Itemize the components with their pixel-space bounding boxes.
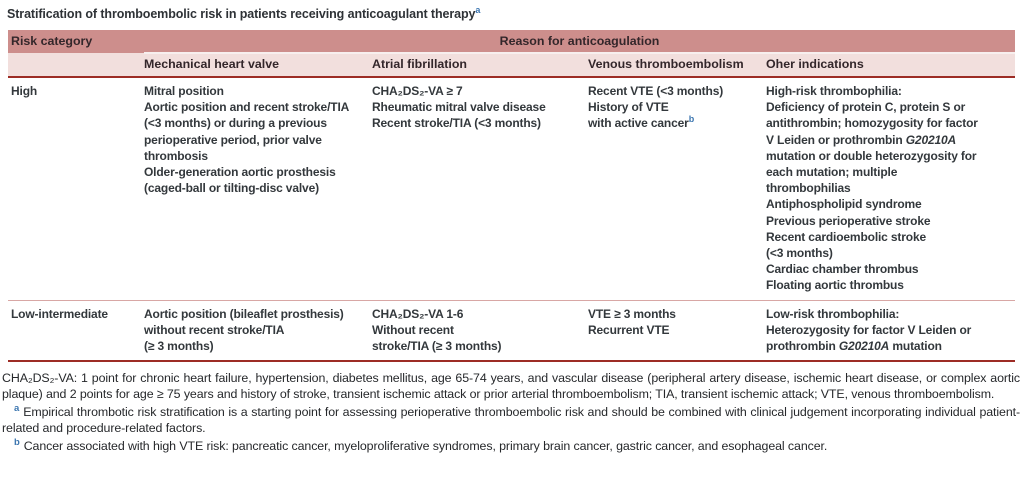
cell-line: Deficiency of protein C, protein S or [766, 100, 966, 115]
header-col-atrial-fibrillation: Atrial fibrillation [372, 57, 467, 71]
cell-line: V Leiden or prothrombin G20210A [766, 132, 957, 147]
risk-category-low-intermediate: Low-intermediate [11, 306, 108, 321]
paper-table-page: Stratification of thromboembolic risk in… [0, 4, 1022, 479]
cell-line: Low-risk thrombophilia: [766, 306, 900, 321]
risk-category-high: High [11, 84, 38, 98]
cell-line: History of VTE [588, 100, 669, 115]
footnote-ref: b [688, 114, 695, 125]
header-spacer-cell [8, 53, 144, 76]
cell-line: without recent stroke/TIA [144, 322, 285, 337]
cell-line: CHA₂DS₂-VA 1-6 [372, 306, 464, 321]
table-title: Stratification of thromboembolic risk in… [7, 4, 481, 21]
cell-high-other-indications: High-risk thrombophilia: Deficiency of pr… [766, 83, 1015, 294]
header-col-mechanical-heart-valve: Mechanical heart valve [144, 57, 279, 71]
cell-line: antithrombin; homozygosity for factor [766, 116, 978, 131]
cell-line: Heterozygosity for factor V Leiden or [766, 322, 972, 337]
cell-line: (<3 months) [766, 246, 833, 261]
footnote-a-text: Empirical thrombotic risk stratification… [2, 405, 1020, 436]
table-row-low-intermediate: Low-intermediate Aortic position (bileaf… [8, 300, 1015, 361]
table-header-columns-row: Mechanical heart valve Atrial fibrillati… [8, 53, 1015, 76]
cell-low-atrial-fibrillation: CHA₂DS₂-VA 1-6 Without recent stroke/TIA (… [372, 306, 588, 355]
header-col-venous-thromboembolism: Venous thromboembolism [588, 57, 744, 71]
risk-stratification-table: Risk category Reason for anticoagulation… [8, 30, 1015, 363]
cell-low-venous-thromboembolism: VTE ≥ 3 months Recurrent VTE [588, 306, 766, 355]
cell-line: (<3 months) or during a previous [144, 116, 327, 131]
cell-high-mechanical-heart-valve: Mitral position Aortic position and recen… [144, 83, 372, 294]
footnote-a: a Empirical thrombotic risk stratificatio… [2, 404, 1020, 436]
cell-line: Cardiac chamber thrombus [766, 262, 919, 277]
cell-high-venous-thromboembolism: Recent VTE (<3 months) History of VTE with… [588, 83, 766, 294]
cell-line: CHA₂DS₂-VA ≥ 7 [372, 84, 463, 98]
footnote-ref: a [475, 4, 481, 15]
footnote-a-marker: a [14, 403, 20, 415]
cell-line: Rheumatic mitral valve disease [372, 100, 546, 115]
table-header-group-row: Risk category Reason for anticoagulation [8, 30, 1015, 54]
cell-line: thrombosis [144, 148, 208, 163]
footnotes-section: CHA₂DS₂-VA: 1 point for chronic heart fa… [2, 370, 1020, 454]
header-risk-category: Risk category [11, 34, 93, 48]
cell-line: Previous perioperative stroke [766, 213, 931, 228]
header-bottom-rule [8, 76, 1015, 78]
cell-line: Older-generation aortic prosthesis [144, 165, 336, 180]
cell-line: VTE ≥ 3 months [588, 306, 676, 321]
footnote-b-marker: b [14, 437, 20, 449]
footnote-b-text: Cancer associated with high VTE risk: pa… [23, 439, 828, 454]
cell-line: (≥ 3 months) [144, 339, 214, 354]
cell-line: each mutation; multiple [766, 165, 898, 180]
cell-line: Recent stroke/TIA (<3 months) [372, 116, 541, 131]
cell-line: stroke/TIA (≥ 3 months) [372, 339, 502, 354]
footnote-b: b Cancer associated with high VTE risk: p… [2, 438, 1020, 454]
cell-line: (caged-ball or tilting-disc valve) [144, 181, 319, 196]
cell-low-mechanical-heart-valve: Aortic position (bileaflet prosthesis) wi… [144, 306, 372, 355]
cell-line: Aortic position (bileaflet prosthesis) [144, 306, 344, 321]
row-separator-rule [8, 299, 1015, 301]
header-col-other-indications: Oher indications [766, 57, 864, 71]
cell-line: Recent cardioembolic stroke [766, 229, 927, 244]
cell-line: thrombophilias [766, 181, 851, 196]
cell-line: prothrombin G20210A mutation [766, 339, 942, 354]
cell-line: perioperative period, prior valve [144, 132, 322, 147]
cell-line: Mitral position [144, 84, 224, 98]
cell-line: Without recent [372, 322, 454, 337]
header-reason-group: Reason for anticoagulation [144, 30, 1015, 54]
cell-line: High-risk thrombophilia: [766, 84, 902, 98]
cell-line: with active cancerb [588, 114, 695, 131]
cell-line: Floating aortic thrombus [766, 278, 904, 293]
cell-high-atrial-fibrillation: CHA₂DS₂-VA ≥ 7 Rheumatic mitral valve dis… [372, 83, 588, 294]
cell-low-other-indications: Low-risk thrombophilia: Heterozygosity fo… [766, 306, 1015, 355]
cell-line: Antiphospholipid syndrome [766, 197, 922, 212]
abbreviations-note: CHA₂DS₂-VA: 1 point for chronic heart fa… [2, 371, 1020, 402]
table-row-high: High Mitral position Aortic position and … [8, 78, 1015, 300]
table-bottom-rule [8, 360, 1015, 363]
cell-line: Aortic position and recent stroke/TIA [144, 100, 350, 115]
cell-line: Recurrent VTE [588, 322, 670, 337]
cell-line: mutation or double heterozygosity for [766, 148, 977, 163]
cell-line: Recent VTE (<3 months) [588, 84, 724, 98]
